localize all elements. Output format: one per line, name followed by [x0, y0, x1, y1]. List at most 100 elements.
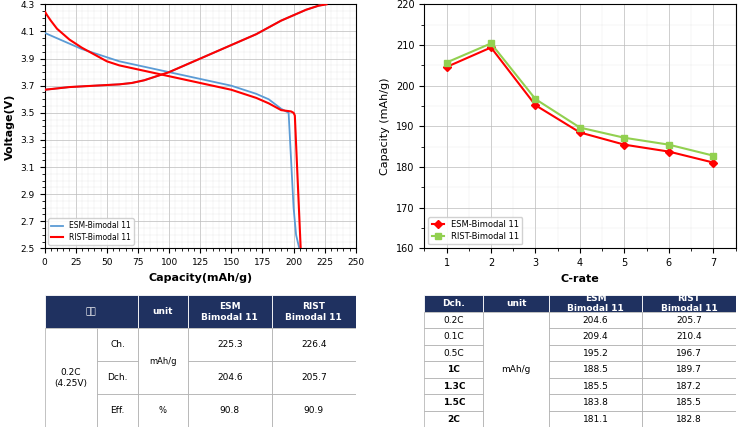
Bar — [642, 378, 736, 394]
Bar — [642, 328, 736, 345]
Text: 0.5C: 0.5C — [444, 349, 464, 358]
Bar — [45, 328, 97, 427]
ESM-Bimodal 11 — [576, 130, 585, 135]
Text: 195.2: 195.2 — [583, 349, 609, 358]
Bar — [424, 312, 484, 328]
Text: 183.8: 183.8 — [583, 398, 609, 407]
ESM-Bimodal 11 — [531, 102, 540, 108]
RIST-Bimodal 11 — [620, 135, 629, 140]
Bar — [549, 295, 642, 312]
Text: Ch.: Ch. — [110, 341, 125, 349]
Bar — [549, 394, 642, 411]
Text: unit: unit — [506, 299, 526, 308]
Bar — [188, 328, 272, 361]
Bar — [424, 361, 484, 378]
Bar — [97, 361, 138, 394]
Bar — [424, 411, 484, 427]
Text: 204.6: 204.6 — [217, 373, 243, 382]
Bar — [188, 295, 272, 328]
Bar — [642, 345, 736, 361]
Bar — [424, 345, 484, 361]
Bar — [642, 361, 736, 378]
Bar — [549, 378, 642, 394]
Bar — [549, 328, 642, 345]
Bar — [97, 394, 138, 427]
Text: 189.7: 189.7 — [676, 365, 702, 374]
Text: 0.2C
(4.25V): 0.2C (4.25V) — [54, 368, 88, 388]
ESM-Bimodal 11 — [620, 142, 629, 147]
ESM-Bimodal 11 — [709, 160, 718, 165]
Text: 1.3C: 1.3C — [443, 382, 465, 391]
Legend: ESM-Bimodal 11, RIST-Bimodal 11: ESM-Bimodal 11, RIST-Bimodal 11 — [48, 218, 134, 245]
Bar — [138, 394, 188, 427]
RIST-Bimodal 11 — [487, 41, 496, 46]
Text: 90.8: 90.8 — [220, 406, 240, 416]
ESM-Bimodal 11 — [487, 45, 496, 50]
Bar — [424, 295, 484, 312]
Bar — [97, 328, 138, 361]
RIST-Bimodal 11 — [531, 96, 540, 102]
RIST-Bimodal 11 — [664, 142, 673, 147]
Line: ESM-Bimodal 11: ESM-Bimodal 11 — [444, 45, 716, 165]
Bar — [138, 328, 188, 394]
Bar — [188, 361, 272, 394]
Text: 210.4: 210.4 — [676, 332, 701, 341]
Bar — [549, 345, 642, 361]
Text: ESM
Bimodal 11: ESM Bimodal 11 — [567, 294, 624, 313]
Text: 204.6: 204.6 — [583, 316, 609, 325]
Text: 182.8: 182.8 — [676, 415, 701, 423]
RIST-Bimodal 11 — [709, 153, 718, 158]
Text: 181.1: 181.1 — [583, 415, 609, 423]
Bar — [138, 295, 188, 328]
Text: 205.7: 205.7 — [676, 316, 701, 325]
Bar — [549, 361, 642, 378]
Bar — [549, 312, 642, 328]
Bar — [272, 361, 356, 394]
Y-axis label: Capacity (mAh/g): Capacity (mAh/g) — [380, 78, 390, 175]
RIST-Bimodal 11 — [442, 60, 451, 65]
Text: 188.5: 188.5 — [583, 365, 609, 374]
Legend: ESM-Bimodal 11, RIST-Bimodal 11: ESM-Bimodal 11, RIST-Bimodal 11 — [429, 217, 522, 244]
Text: 항목: 항목 — [86, 307, 97, 317]
Text: RIST
Bimodal 11: RIST Bimodal 11 — [285, 302, 343, 322]
Bar — [272, 295, 356, 328]
Text: RIST
Bimodal 11: RIST Bimodal 11 — [661, 294, 717, 313]
ESM-Bimodal 11 — [664, 149, 673, 154]
Text: Eff.: Eff. — [111, 406, 125, 416]
Text: mAh/g: mAh/g — [502, 365, 531, 374]
Text: 226.4: 226.4 — [301, 341, 327, 349]
Bar — [45, 295, 138, 328]
Bar — [484, 312, 549, 427]
Text: 196.7: 196.7 — [676, 349, 702, 358]
Text: mAh/g: mAh/g — [149, 357, 177, 366]
Bar — [424, 378, 484, 394]
Bar — [272, 394, 356, 427]
Text: Dch.: Dch. — [108, 373, 128, 382]
Text: 209.4: 209.4 — [583, 332, 609, 341]
Bar — [642, 394, 736, 411]
Text: 185.5: 185.5 — [676, 398, 702, 407]
Text: 1.5C: 1.5C — [443, 398, 465, 407]
Text: 1C: 1C — [447, 365, 461, 374]
Text: 0.1C: 0.1C — [444, 332, 464, 341]
X-axis label: Capacity(mAh/g): Capacity(mAh/g) — [148, 272, 253, 283]
ESM-Bimodal 11 — [442, 65, 451, 70]
Text: 185.5: 185.5 — [583, 382, 609, 391]
Text: unit: unit — [152, 307, 173, 317]
X-axis label: C-rate: C-rate — [560, 274, 600, 284]
Bar — [642, 312, 736, 328]
RIST-Bimodal 11 — [576, 125, 585, 130]
Text: ESM
Bimodal 11: ESM Bimodal 11 — [201, 302, 258, 322]
Bar — [642, 411, 736, 427]
Text: 0.2C: 0.2C — [444, 316, 464, 325]
Text: 225.3: 225.3 — [217, 341, 243, 349]
Text: 90.9: 90.9 — [304, 406, 324, 416]
Text: 205.7: 205.7 — [301, 373, 327, 382]
Bar — [484, 295, 549, 312]
Bar — [549, 411, 642, 427]
Y-axis label: Voltage(V): Voltage(V) — [5, 93, 15, 160]
Text: 187.2: 187.2 — [676, 382, 701, 391]
Bar — [642, 295, 736, 312]
Bar — [424, 328, 484, 345]
Text: Dch.: Dch. — [443, 299, 465, 308]
